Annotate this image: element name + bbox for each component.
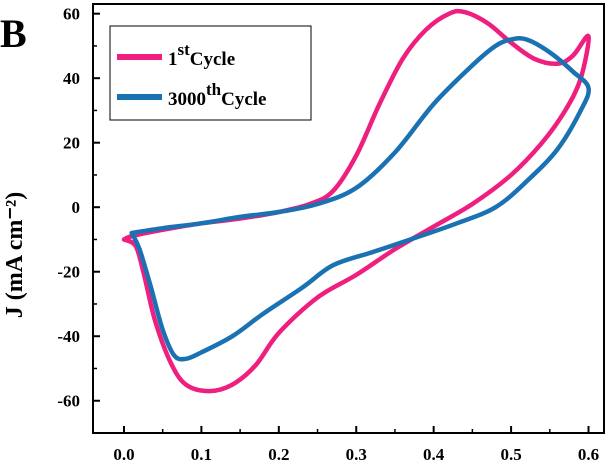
x-tick-label: 0.4 [423,445,445,464]
legend-label-1st-cycle: 1stCycle [168,40,235,70]
legend-box [109,25,312,121]
y-tick-label: -60 [57,392,80,411]
x-tick-label: 0.5 [500,445,521,464]
plot-frame [92,3,605,434]
legend: 1stCycle 3000thCycle [109,25,312,121]
data-curves [121,8,591,394]
x-tick-label: 0.2 [268,445,289,464]
y-tick-label: 0 [72,198,81,217]
y-tick-label: 60 [63,5,80,24]
panel-label: B [0,11,27,56]
y-tick-label: -40 [57,327,80,346]
curve-3000th-cycle [129,35,591,362]
y-tick-label: -20 [57,263,80,282]
axis-ticks: 0.0 0.1 0.2 0.3 0.4 0.5 0.6 60 40 20 0 -20 -40 -60 [57,5,599,464]
legend-3000th-tail: Cycle [221,89,266,110]
legend-label-3000th-cycle: 3000thCycle [168,80,267,110]
legend-1st-tail: Cycle [190,49,235,70]
legend-3000th-base: 3000 [168,89,206,110]
y-tick-label: 20 [63,134,80,153]
x-tick-label: 0.6 [578,445,599,464]
legend-3000th-sup: th [206,80,222,99]
x-tick-label: 0.3 [346,445,367,464]
x-tick-label: 0.0 [113,445,134,464]
y-tick-label: 40 [63,69,80,88]
x-tick-label: 0.1 [191,445,212,464]
curve-1st-cycle [121,8,591,394]
y-axis-label: J (mA cm⁻²) [2,192,28,319]
y-axis-label-group: J (mA cm⁻²) [2,192,28,319]
legend-1st-base: 1 [168,49,178,70]
legend-1st-sup: st [178,40,191,59]
